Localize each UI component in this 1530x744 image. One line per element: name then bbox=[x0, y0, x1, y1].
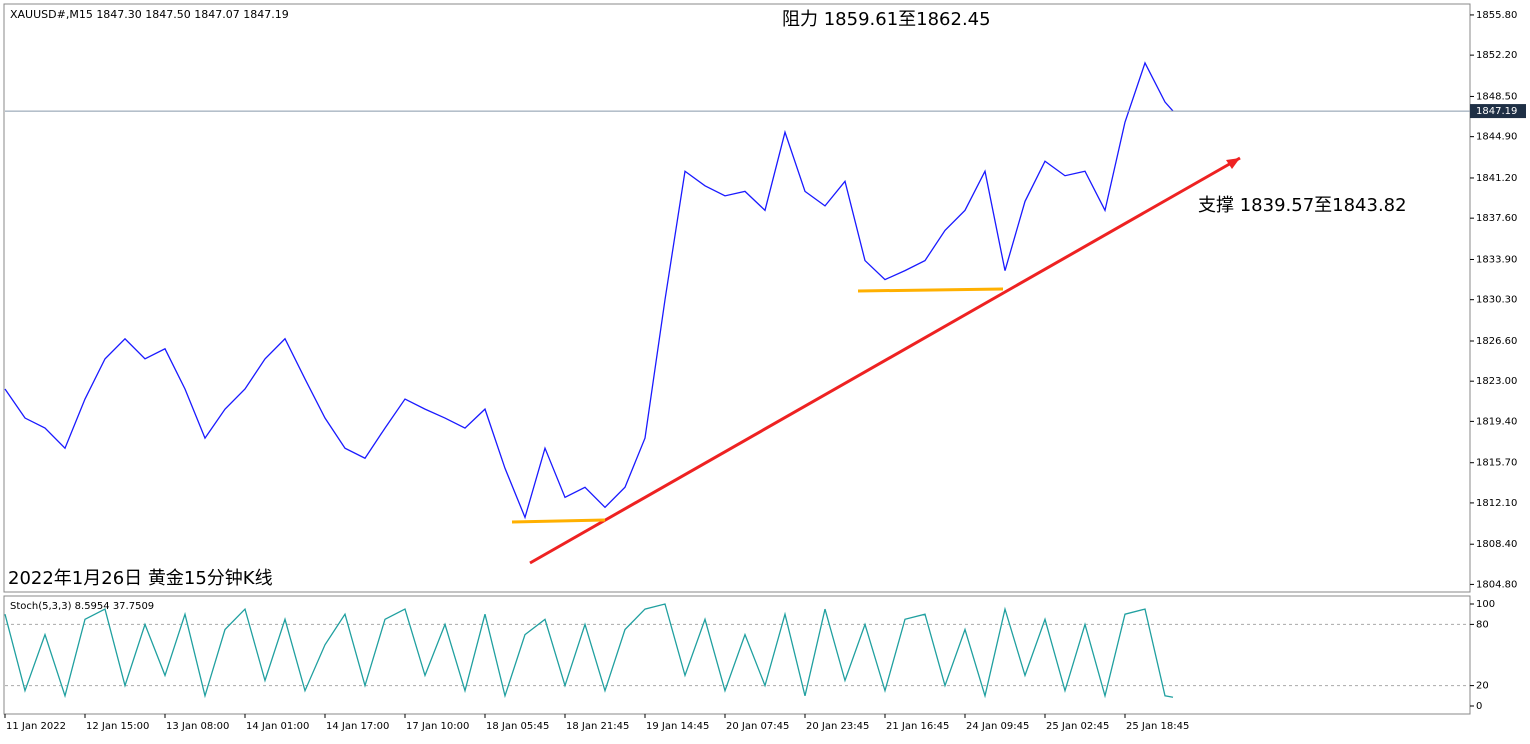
y-tick-label: 1826.60 bbox=[1476, 336, 1517, 347]
y-tick-label: 1819.40 bbox=[1476, 416, 1517, 427]
y-tick-label: 20 bbox=[1476, 681, 1489, 692]
x-tick-label: 21 Jan 16:45 bbox=[886, 721, 949, 732]
y-tick-label: 1848.50 bbox=[1476, 91, 1517, 102]
x-tick-label: 25 Jan 18:45 bbox=[1126, 721, 1189, 732]
x-tick-label: 25 Jan 02:45 bbox=[1046, 721, 1109, 732]
x-tick-label: 18 Jan 05:45 bbox=[486, 721, 549, 732]
last-price-label: 1847.19 bbox=[1476, 106, 1517, 117]
annotation: 2022年1月26日 黄金15分钟K线 bbox=[8, 568, 273, 589]
x-tick-label: 11 Jan 2022 bbox=[6, 721, 66, 732]
y-tick-label: 0 bbox=[1476, 701, 1482, 712]
annotation: 支撑 1839.57至1843.82 bbox=[1198, 195, 1407, 216]
y-tick-label: 1830.30 bbox=[1476, 295, 1517, 306]
price-line bbox=[4, 603, 1174, 699]
stoch-title: Stoch(5,3,3) 8.5954 37.7509 bbox=[10, 601, 154, 612]
support-arrow bbox=[857, 287, 1004, 293]
y-tick-label: 1837.60 bbox=[1476, 213, 1517, 224]
y-tick-label: 1852.20 bbox=[1476, 50, 1517, 61]
x-tick-label: 14 Jan 01:00 bbox=[246, 721, 309, 732]
annotation: 阻力 1859.61至1862.45 bbox=[782, 9, 991, 30]
x-tick-label: 19 Jan 14:45 bbox=[646, 721, 709, 732]
y-tick-label: 1823.00 bbox=[1476, 376, 1517, 387]
trend-arrow bbox=[1226, 158, 1240, 169]
x-tick-label: 13 Jan 08:00 bbox=[166, 721, 229, 732]
x-tick-label: 17 Jan 10:00 bbox=[406, 721, 469, 732]
y-tick-label: 1844.90 bbox=[1476, 132, 1517, 143]
chart-title: XAUUSD#,M15 1847.30 1847.50 1847.07 1847… bbox=[10, 8, 289, 21]
y-tick-label: 100 bbox=[1476, 599, 1495, 610]
price-line bbox=[4, 61, 1174, 520]
x-tick-label: 12 Jan 15:00 bbox=[86, 721, 149, 732]
y-tick-label: 1833.90 bbox=[1476, 254, 1517, 265]
x-tick-label: 20 Jan 07:45 bbox=[726, 721, 789, 732]
y-tick-label: 80 bbox=[1476, 619, 1489, 630]
trend-line bbox=[529, 156, 1241, 565]
support-arrow bbox=[511, 518, 606, 524]
y-tick-label: 1812.10 bbox=[1476, 498, 1517, 509]
x-tick-label: 20 Jan 23:45 bbox=[806, 721, 869, 732]
x-tick-label: 24 Jan 09:45 bbox=[966, 721, 1029, 732]
y-tick-label: 1841.20 bbox=[1476, 173, 1517, 184]
main-frame bbox=[3, 3, 1471, 593]
y-tick-label: 1815.70 bbox=[1476, 458, 1517, 469]
y-tick-label: 1808.40 bbox=[1476, 539, 1517, 550]
x-tick-label: 18 Jan 21:45 bbox=[566, 721, 629, 732]
x-tick-label: 14 Jan 17:00 bbox=[326, 721, 389, 732]
last-price-box bbox=[1470, 104, 1526, 119]
stoch-frame bbox=[3, 595, 1471, 715]
y-tick-label: 1804.80 bbox=[1476, 579, 1517, 590]
y-tick-label: 1855.80 bbox=[1476, 10, 1517, 21]
